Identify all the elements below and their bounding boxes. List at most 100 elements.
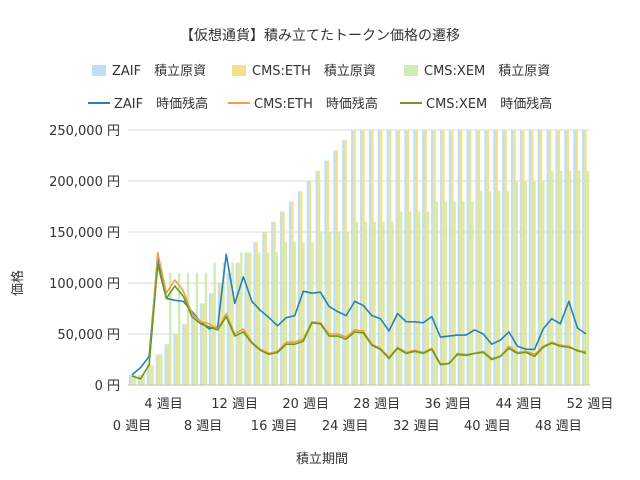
bar xyxy=(380,130,383,385)
bar xyxy=(451,130,454,385)
bar xyxy=(433,130,436,385)
bar xyxy=(326,160,330,385)
bar xyxy=(142,374,145,385)
x-tick-label: 36 週目 xyxy=(425,397,472,412)
bar xyxy=(442,130,445,385)
series-line xyxy=(131,251,586,380)
x-axis-label: 積立期間 xyxy=(296,452,348,467)
x-tick-label: 8 週目 xyxy=(184,419,222,434)
bar xyxy=(342,140,345,385)
bar xyxy=(417,211,421,385)
bar xyxy=(133,374,136,385)
bar xyxy=(137,374,141,385)
bar xyxy=(371,130,374,385)
bar xyxy=(266,252,270,385)
bar xyxy=(488,191,492,385)
bar xyxy=(346,232,350,385)
bar xyxy=(495,130,498,385)
bar xyxy=(275,252,279,385)
bar xyxy=(362,130,365,385)
bar xyxy=(226,272,230,385)
legend-swatch xyxy=(92,65,106,76)
bar xyxy=(164,344,167,385)
bar xyxy=(502,130,505,385)
bar xyxy=(217,283,221,385)
bar xyxy=(244,252,247,385)
bar xyxy=(557,130,561,385)
bar xyxy=(317,170,321,385)
bar xyxy=(539,130,543,385)
bar xyxy=(511,130,514,385)
bar xyxy=(537,130,540,385)
bar xyxy=(531,130,534,385)
bar xyxy=(178,272,181,385)
y-tick-label: 150,000 円 xyxy=(49,226,120,241)
bar xyxy=(431,130,434,385)
bar xyxy=(457,130,461,385)
bar xyxy=(573,130,576,385)
bar xyxy=(128,374,132,385)
bar-series xyxy=(128,130,590,385)
bar xyxy=(324,160,327,385)
legend-label: CMS:XEM 積立原資 xyxy=(424,64,550,79)
bar xyxy=(388,130,392,385)
bar xyxy=(231,262,234,385)
bar xyxy=(382,221,385,385)
series-line xyxy=(131,263,587,380)
chart-title: 【仮想通貨】積み立てたトークン価格の遷移 xyxy=(180,27,460,44)
bar xyxy=(477,130,481,385)
bar xyxy=(315,170,318,385)
legend-label: ZAIF 積立原資 xyxy=(112,64,206,79)
bar xyxy=(273,221,276,385)
bar xyxy=(468,130,472,385)
bar xyxy=(229,272,232,385)
bar xyxy=(169,272,172,385)
bar xyxy=(584,130,587,385)
bar xyxy=(208,293,212,385)
bar xyxy=(586,170,590,385)
bar xyxy=(391,221,394,385)
y-tick-label: 50,000 円 xyxy=(57,328,120,343)
bar xyxy=(448,130,452,385)
bar xyxy=(351,130,354,385)
bar xyxy=(484,130,487,385)
x-tick-label: 12 週目 xyxy=(211,397,258,412)
bar xyxy=(222,262,225,385)
bar xyxy=(546,130,549,385)
bar xyxy=(186,272,190,385)
y-tick-label: 200,000 円 xyxy=(49,175,120,190)
bar xyxy=(471,201,474,385)
line-series xyxy=(131,251,587,380)
bar xyxy=(493,130,496,385)
x-tick-label: 32 週目 xyxy=(393,419,440,434)
bar xyxy=(160,354,163,385)
bar xyxy=(173,334,176,385)
bar xyxy=(404,130,407,385)
bar xyxy=(504,130,507,385)
y-tick-label: 100,000 円 xyxy=(49,277,120,292)
bar xyxy=(353,130,356,385)
x-tick-label: 24 週目 xyxy=(322,419,369,434)
bar xyxy=(377,130,381,385)
bar xyxy=(308,181,312,385)
bar xyxy=(151,364,154,385)
y-tick-label: 250,000 円 xyxy=(49,124,120,139)
bar xyxy=(577,170,581,385)
bar xyxy=(528,130,532,385)
bar xyxy=(211,293,214,385)
bar xyxy=(306,181,309,385)
bar xyxy=(551,170,554,385)
bar xyxy=(257,252,261,385)
bar xyxy=(344,140,347,385)
bar xyxy=(386,130,389,385)
bar xyxy=(444,201,447,385)
bar xyxy=(395,130,398,385)
bar xyxy=(213,262,216,385)
legend-label: CMS:ETH 積立原資 xyxy=(252,64,376,79)
bar xyxy=(397,130,401,385)
bar xyxy=(513,130,516,385)
bar xyxy=(246,252,250,385)
bar xyxy=(426,211,430,385)
bar xyxy=(400,211,403,385)
